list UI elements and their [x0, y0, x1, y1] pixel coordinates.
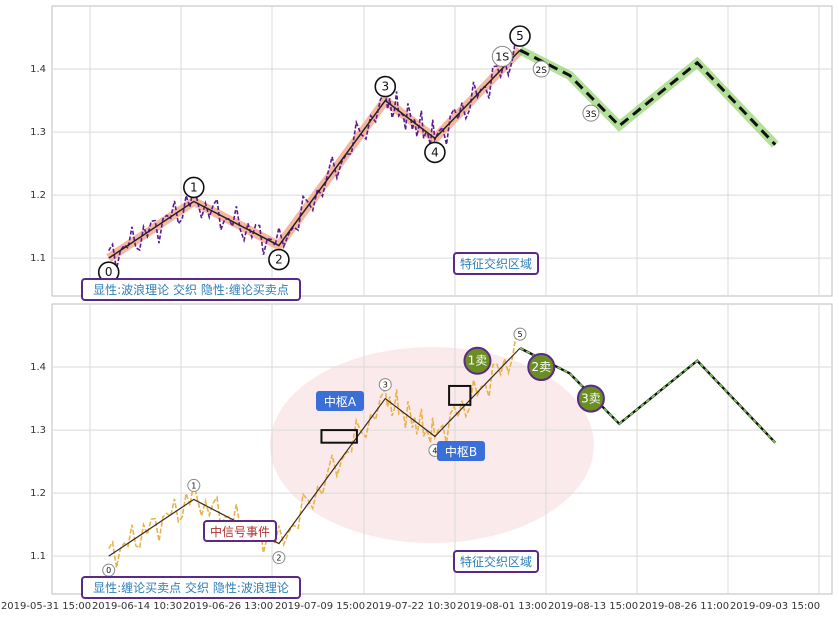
y-tick-label: 1.2: [30, 190, 46, 201]
sell-marker: [491, 45, 513, 67]
x-tick-label: 2019-07-22 10:30: [366, 601, 456, 612]
sell-point-label: 2卖: [531, 360, 551, 374]
y-tick-label: 1.1: [30, 253, 46, 264]
pivot-box: [320, 429, 358, 444]
pivot-b-label: 中枢B: [445, 444, 477, 459]
y-tick-label: 1.4: [30, 64, 46, 75]
x-tick-label: 2019-07-09 15:00: [275, 601, 365, 612]
sell-marker: [532, 60, 550, 78]
wave-point-label: 2: [275, 253, 283, 267]
pivot-a-label: 中枢A: [324, 394, 357, 409]
wave-point-label: 4: [431, 145, 439, 159]
wave-path: [108, 347, 521, 557]
wave-point-marker: [509, 25, 531, 47]
x-tick-label: 2019-08-26 11:00: [639, 601, 729, 612]
top-panel-y-ticks: 1.1 1.2 1.3 1.4: [30, 64, 46, 264]
wave-point-marker: [374, 75, 397, 98]
y-tick-label: 1.3: [30, 127, 46, 138]
bottom-panel-frame: [51, 303, 833, 595]
wave-point-marker: [513, 327, 527, 341]
y-tick-label: 1.2: [30, 488, 46, 499]
pivot-box: [448, 384, 472, 406]
wave-point-label: 3: [383, 381, 388, 390]
price-line: [108, 334, 517, 568]
y-tick-label: 1.4: [30, 362, 46, 373]
wave-point-marker: [424, 141, 446, 164]
wave-point-label: 4: [432, 446, 437, 455]
wave-point-label: 2: [276, 554, 281, 563]
sell-point-label: 3卖: [581, 392, 601, 406]
wave-point-label: 1: [191, 481, 196, 490]
forecast-path: [519, 48, 777, 146]
wave-point-label: 5: [517, 330, 522, 339]
wave-point-marker: [187, 478, 201, 492]
wave-point-label: 0: [105, 265, 113, 279]
pivot-b-label-box: 中枢B: [437, 441, 485, 461]
bottom-legend: 显性:缠论买卖点 交织 隐性:波浪理论: [93, 580, 289, 595]
event-label-box: 中信号事件: [203, 520, 277, 542]
bottom-panel-grid: [52, 304, 832, 594]
forecast-band: [517, 46, 779, 148]
y-tick-label: 1.3: [30, 425, 46, 436]
x-axis-ticks: 2019-05-31 15:00 2019-06-14 10:30 2019-06-…: [1, 601, 820, 612]
top-panel-plot: 0 1 2 3 4 5 1S 2S 3S: [97, 25, 779, 283]
x-tick-label: 2019-09-03 15:00: [730, 601, 820, 612]
top-panel-frame: [51, 5, 833, 297]
wave-band: [106, 47, 524, 262]
bottom-panel-plot: 0 1 2 3 4 5 1卖 2卖 3卖: [102, 327, 777, 577]
sell-point-label: 1卖: [468, 354, 488, 368]
sell-point-marker: [463, 346, 492, 375]
sell-point-marker: [527, 353, 556, 382]
sell-point-marker: [576, 384, 605, 413]
wave-point-label: 3: [381, 80, 389, 94]
y-tick-label: 1.1: [30, 551, 46, 562]
top-zone-label: 特征交织区域: [460, 256, 532, 271]
top-legend-box: 显性:波浪理论 交织 隐性:缠论买卖点: [81, 278, 301, 301]
sell-marker-label: 3S: [585, 110, 597, 120]
wave-path: [108, 49, 521, 259]
wave-point-marker: [272, 551, 286, 565]
x-tick-label: 2019-05-31 15:00: [1, 601, 91, 612]
bottom-panel-y-ticks: 1.1 1.2 1.3 1.4: [30, 362, 46, 562]
bottom-legend-box: 显性:缠论买卖点 交织 隐性:波浪理论: [81, 576, 301, 599]
sell-marker: [582, 104, 600, 122]
pivot-a-label-box: 中枢A: [316, 391, 364, 411]
top-legend: 显性:波浪理论 交织 隐性:缠论买卖点: [93, 282, 289, 297]
wave-point-marker: [183, 176, 205, 199]
event-label: 中信号事件: [210, 524, 270, 539]
x-tick-label: 2019-06-26 13:00: [183, 601, 273, 612]
wave-point-label: 5: [516, 29, 524, 43]
bottom-zone-label-box: 特征交织区域: [453, 550, 539, 573]
wave-point-marker: [268, 248, 290, 271]
wave-point-label: 1: [190, 180, 198, 194]
sell-marker-label: 1S: [495, 50, 509, 63]
top-panel: 1.1 1.2 1.3 1.4 0 1 2 3 4 5 1S 2S 3S 特征交织区域 显性:波浪理论…: [30, 5, 833, 301]
x-tick-label: 2019-08-01 13:00: [457, 601, 547, 612]
wave-point-marker: [378, 378, 392, 392]
sell-marker-label: 2S: [536, 66, 548, 76]
x-tick-label: 2019-06-14 10:30: [92, 601, 182, 612]
top-zone-label-box: 特征交织区域: [453, 252, 539, 275]
bottom-zone-label: 特征交织区域: [460, 554, 532, 569]
x-tick-label: 2019-08-13 15:00: [548, 601, 638, 612]
price-line: [108, 36, 517, 270]
wave-point-label: 0: [106, 566, 111, 575]
